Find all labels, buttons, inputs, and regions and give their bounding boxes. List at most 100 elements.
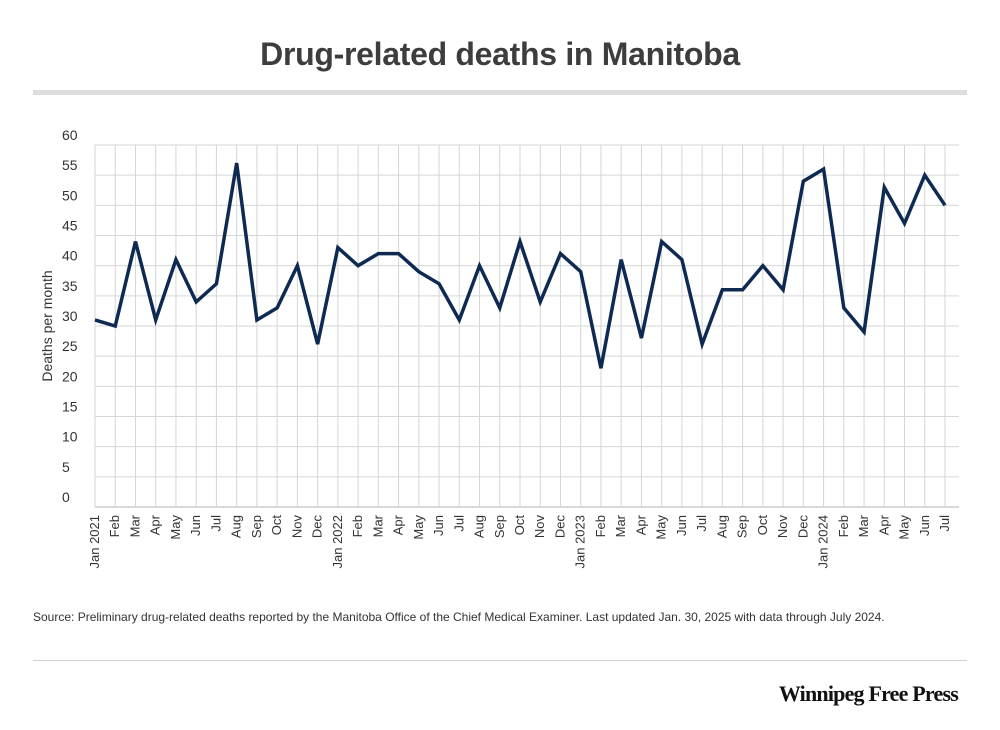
data-point <box>721 288 724 291</box>
y-tick-label: 10 <box>62 429 78 445</box>
x-tick-label: Jan 2022 <box>330 515 345 569</box>
y-tick-label: 45 <box>62 218 78 234</box>
data-point <box>498 306 501 309</box>
x-tick-label: Jan 2024 <box>816 515 831 569</box>
data-point <box>680 258 683 261</box>
y-tick-label: 25 <box>62 338 78 354</box>
x-tick-label: Sep <box>735 515 750 538</box>
x-tick-label: Aug <box>714 515 729 538</box>
x-tick-label: Jul <box>208 515 223 532</box>
x-tick-label: Jul <box>937 515 952 532</box>
x-tick-label: Nov <box>775 515 790 539</box>
data-point <box>741 288 744 291</box>
series-line <box>94 162 947 369</box>
footer-divider <box>33 660 967 661</box>
x-tick-label: Sep <box>249 515 264 538</box>
x-tick-label: Nov <box>532 515 547 539</box>
data-point <box>620 258 623 261</box>
x-tick-label: Mar <box>370 514 385 537</box>
x-tick-label: Jul <box>451 515 466 532</box>
brand-logo: Winnipeg Free Press <box>778 681 959 706</box>
data-point <box>539 300 542 303</box>
data-point <box>640 337 643 340</box>
x-tick-label: Sep <box>492 515 507 538</box>
x-tick-label: May <box>654 515 669 540</box>
data-point <box>883 186 886 189</box>
y-tick-label: 50 <box>62 187 78 203</box>
data-point <box>417 270 420 273</box>
x-tick-label: Aug <box>229 515 244 538</box>
data-point <box>235 162 238 165</box>
line-chart: 0 5 10 15 20 25 30 35 40 45 50 55 60 Jan 2021 Feb Mar A… <box>39 127 959 569</box>
data-point <box>458 318 461 321</box>
data-point <box>701 343 704 346</box>
y-tick-label: 15 <box>62 399 78 415</box>
grid <box>94 144 959 508</box>
y-tick-label: 55 <box>62 157 78 173</box>
data-point <box>134 240 137 243</box>
x-tick-label: Apr <box>633 514 648 535</box>
data-point <box>863 331 866 334</box>
data-point <box>761 264 764 267</box>
data-point <box>276 306 279 309</box>
x-axis-ticks: Jan 2021 Feb Mar Apr May Jun Jul Aug Sep Oct Nov De… <box>87 514 952 568</box>
y-axis-ticks: 0 5 10 15 20 25 30 35 40 45 50 55 60 <box>62 127 78 505</box>
x-tick-label: Apr <box>148 514 163 535</box>
y-tick-label: 35 <box>62 278 78 294</box>
x-tick-label: Dec <box>552 515 567 539</box>
data-point <box>923 174 926 177</box>
x-tick-label: Oct <box>512 515 527 536</box>
data-point <box>822 168 825 171</box>
data-point <box>397 252 400 255</box>
data-point <box>174 258 177 261</box>
x-tick-label: Dec <box>795 515 810 539</box>
data-point <box>357 264 360 267</box>
data-point <box>519 240 522 243</box>
x-tick-label: May <box>168 515 183 540</box>
x-tick-label: Jun <box>674 515 689 536</box>
source-note: Source: Preliminary drug-related deaths … <box>33 610 885 624</box>
data-point <box>195 300 198 303</box>
data-point <box>944 204 947 207</box>
x-tick-label: Jan 2021 <box>87 515 102 569</box>
data-point <box>478 264 481 267</box>
x-tick-label: Mar <box>613 514 628 537</box>
x-tick-label: Feb <box>350 515 365 537</box>
y-tick-label: 20 <box>62 368 78 384</box>
x-tick-label: Mar <box>856 514 871 537</box>
data-point <box>579 270 582 273</box>
data-point <box>255 318 258 321</box>
x-tick-label: Jan 2023 <box>573 515 588 569</box>
data-point <box>114 325 117 328</box>
x-tick-label: Apr <box>391 514 406 535</box>
y-tick-label: 40 <box>62 248 78 264</box>
x-tick-label: Aug <box>472 515 487 538</box>
x-tick-label: Mar <box>127 514 142 537</box>
chart-title: Drug-related deaths in Manitoba <box>260 36 740 72</box>
x-tick-label: Feb <box>593 515 608 537</box>
y-tick-label: 60 <box>62 127 78 143</box>
x-tick-label: Dec <box>310 515 325 539</box>
title-divider <box>33 90 967 95</box>
x-tick-label: Nov <box>289 515 304 539</box>
x-tick-label: May <box>897 515 912 540</box>
x-tick-label: Jun <box>431 515 446 536</box>
x-tick-label: May <box>411 515 426 540</box>
series-path <box>94 162 947 369</box>
data-point <box>215 282 218 285</box>
data-point <box>296 264 299 267</box>
data-point <box>316 343 319 346</box>
x-tick-label: Jun <box>917 515 932 536</box>
x-tick-label: Jun <box>188 515 203 536</box>
data-point <box>802 180 805 183</box>
y-tick-label: 30 <box>62 308 78 324</box>
data-point <box>660 240 663 243</box>
x-tick-label: Feb <box>836 515 851 537</box>
x-tick-label: Oct <box>269 515 284 536</box>
y-axis-label: Deaths per month <box>39 270 55 381</box>
data-point <box>903 222 906 225</box>
data-point <box>842 306 845 309</box>
data-point <box>559 252 562 255</box>
y-tick-label: 0 <box>62 489 70 505</box>
data-point <box>94 318 97 321</box>
